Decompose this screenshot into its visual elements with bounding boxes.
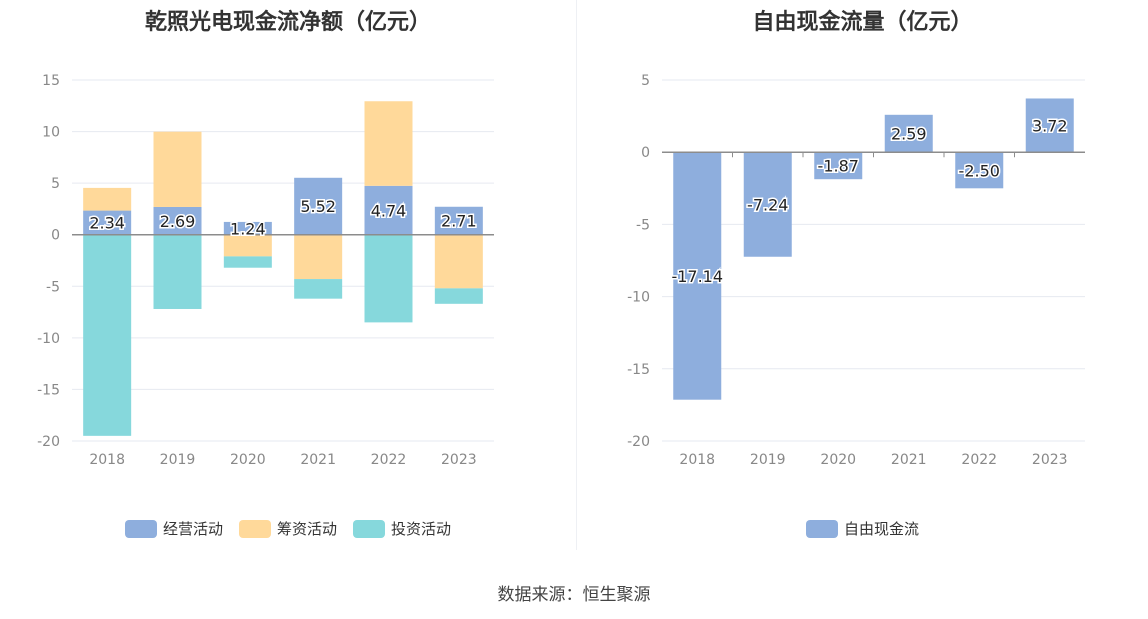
bar [294,234,343,280]
bar [434,288,483,304]
bar [434,206,483,235]
x-tick-label: 2019 [750,452,786,468]
bar [364,234,413,323]
free-cash-flow-plot: 5 0 -5 -10 -15 -20 -17.14 -7.24 -1.87 2.59 -2.50 3.… [627,73,1085,468]
legend-label: 筹资活动 [276,520,337,538]
x-tick-label: 2022 [961,452,997,468]
data-label: 3.72 [1032,116,1068,135]
y-tick-label: 0 [641,145,650,161]
data-label: -1.87 [818,157,859,176]
y-tick-label: -5 [636,217,650,233]
data-label: -2.50 [959,161,1000,180]
legend: 经营活动 筹资活动 投资活动 [0,518,576,539]
y-tick-label: 0 [51,228,60,244]
bar [814,152,863,180]
y-tick-label: 5 [641,73,650,89]
chart-title: 乾照光电现金流净额（亿元） [144,10,431,35]
bar [153,131,202,207]
data-label: 2.34 [89,214,125,233]
bar [294,279,343,299]
data-label: 1.24 [230,219,266,238]
data-label: 2.71 [441,212,477,231]
bar [743,152,792,257]
x-tick-label: 2019 [160,452,196,468]
x-tick-label: 2021 [891,452,927,468]
legend-swatch [353,519,385,538]
data-label: 4.74 [371,201,407,220]
bar [1025,98,1074,153]
bar [673,152,722,400]
y-tick-label: 15 [42,73,60,89]
data-label: -7.24 [747,195,788,214]
x-tick-label: 2022 [371,452,407,468]
bar [434,234,483,289]
cash-flow-net-plot: 15 10 5 0 -5 -10 -15 -20 2.34 2.69 1.24 5.52 4.74 2.7… [37,73,494,468]
x-tick-label: 2018 [679,452,715,468]
x-tick-label: 2023 [1032,452,1068,468]
y-tick-label: -20 [37,434,60,450]
bar [83,187,132,211]
data-label: 2.59 [891,125,927,144]
legend-item[interactable]: 经营活动 [124,518,223,539]
data-source-note: 数据来源：恒生聚源 [497,585,651,605]
bar [364,185,413,235]
free-cash-flow-chart: 自由现金流量（亿元） 5 0 -5 -10 -15 -20 -17.14 -7.24 -1.87… [577,0,1148,619]
x-tick-label: 2021 [300,452,336,468]
legend-swatch [238,519,271,538]
bar [223,234,272,257]
y-tick-label: -5 [46,279,60,295]
y-tick-label: -15 [37,382,60,398]
legend-label: 经营活动 [162,520,223,538]
data-label: 2.69 [160,212,196,231]
legend-label: 投资活动 [391,520,452,538]
panel-divider [576,0,577,550]
y-tick-label: 10 [42,125,60,141]
legend-swatch [805,519,838,538]
bar [223,256,272,268]
y-tick-label: -20 [627,434,650,450]
legend-item[interactable]: 投资活动 [353,518,451,539]
bar [884,114,933,153]
bar [955,152,1004,189]
bar [294,177,343,235]
x-tick-label: 2020 [820,452,856,468]
bar [223,221,272,235]
y-tick-label: -15 [627,362,650,378]
x-tick-label: 2020 [230,452,266,468]
legend-swatch [124,519,157,538]
chart-title: 自由现金流量（亿元） [752,10,973,35]
x-tick-label: 2023 [441,452,477,468]
bar [364,101,413,186]
y-tick-label: 5 [51,176,60,192]
data-label: -17.14 [671,267,723,286]
bar [153,234,202,309]
cash-flow-net-chart: 乾照光电现金流净额（亿元） 15 10 5 0 -5 -10 -15 -20 2.34 2.69 1… [0,10,576,539]
legend-item[interactable]: 筹资活动 [238,518,337,539]
y-tick-label: -10 [627,290,650,306]
bar [83,234,132,436]
data-label: 5.52 [300,197,336,216]
bar [83,210,132,235]
legend-item[interactable]: 自由现金流 [805,518,919,539]
y-tick-label: -10 [37,331,60,347]
bar [153,206,202,235]
legend: 自由现金流 [577,518,1148,539]
legend-label: 自由现金流 [843,520,919,538]
x-tick-label: 2018 [89,452,125,468]
